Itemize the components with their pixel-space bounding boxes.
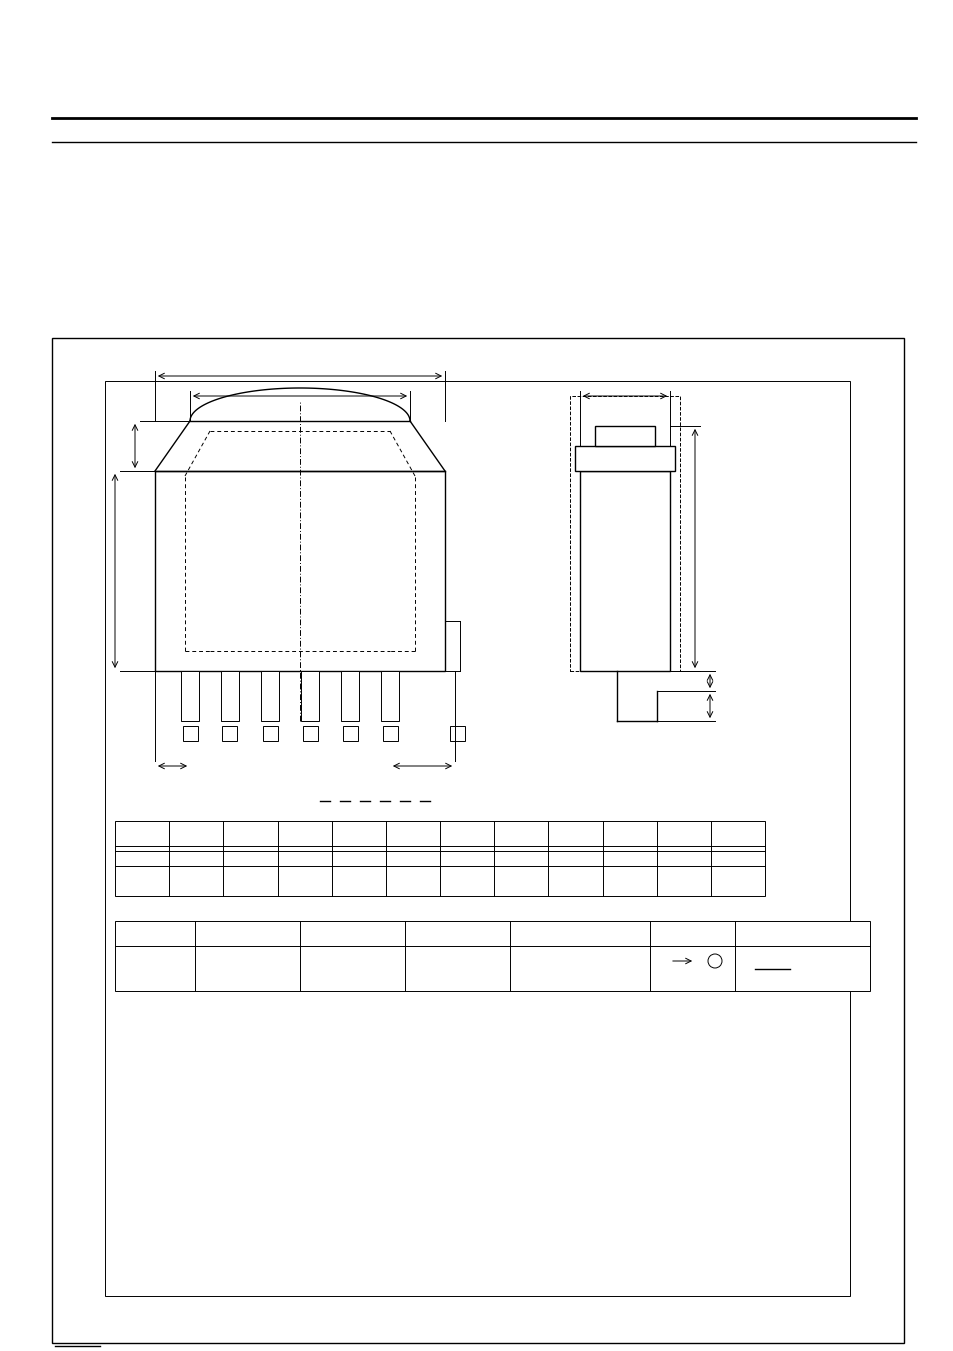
Bar <box>154 471 444 671</box>
Bar <box>301 671 318 721</box>
Bar <box>105 381 849 1296</box>
Bar <box>115 821 764 896</box>
Bar <box>579 471 669 671</box>
Bar <box>181 671 199 721</box>
Bar <box>302 725 317 740</box>
Bar <box>380 671 398 721</box>
Bar <box>595 426 655 446</box>
Bar <box>52 338 903 1343</box>
Bar <box>221 671 239 721</box>
Bar <box>382 725 397 740</box>
Bar <box>575 446 675 471</box>
Bar <box>340 671 358 721</box>
Bar <box>115 921 869 992</box>
Bar <box>569 396 679 671</box>
Bar <box>450 725 464 740</box>
Bar <box>261 671 278 721</box>
Bar <box>342 725 357 740</box>
Bar <box>222 725 237 740</box>
Bar <box>182 725 197 740</box>
Bar <box>262 725 277 740</box>
